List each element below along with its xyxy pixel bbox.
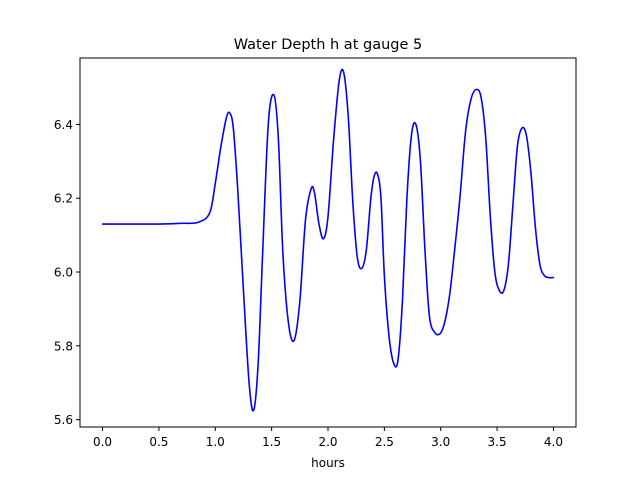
x-tick-label: 4.0	[544, 435, 563, 449]
x-tick-label: 3.5	[488, 435, 507, 449]
series-line-0	[101, 68, 555, 412]
x-tick-label: 2.0	[318, 435, 337, 449]
x-tick-label: 2.5	[375, 435, 394, 449]
plot-area	[101, 68, 555, 412]
y-axis-ticks: 5.6 5.8 6.0 6.2 6.4	[54, 118, 80, 427]
chart-title: Water Depth h at gauge 5	[234, 37, 422, 53]
y-tick-label: 6.0	[54, 266, 73, 280]
y-tick-label: 6.4	[54, 118, 73, 132]
x-tick-label: 0.0	[93, 435, 112, 449]
y-tick-label: 5.8	[54, 339, 73, 353]
x-axis-ticks: 0.0 0.5 1.0 1.5 2.0 2.5 3.0 3.5 4.0	[93, 427, 563, 449]
x-axis-label: hours	[311, 456, 345, 470]
x-tick-label: 3.0	[431, 435, 450, 449]
y-tick-label: 5.6	[54, 413, 73, 427]
x-tick-label: 1.0	[206, 435, 225, 449]
x-tick-label: 0.5	[149, 435, 168, 449]
x-tick-label: 1.5	[262, 435, 281, 449]
y-tick-label: 6.2	[54, 192, 73, 206]
